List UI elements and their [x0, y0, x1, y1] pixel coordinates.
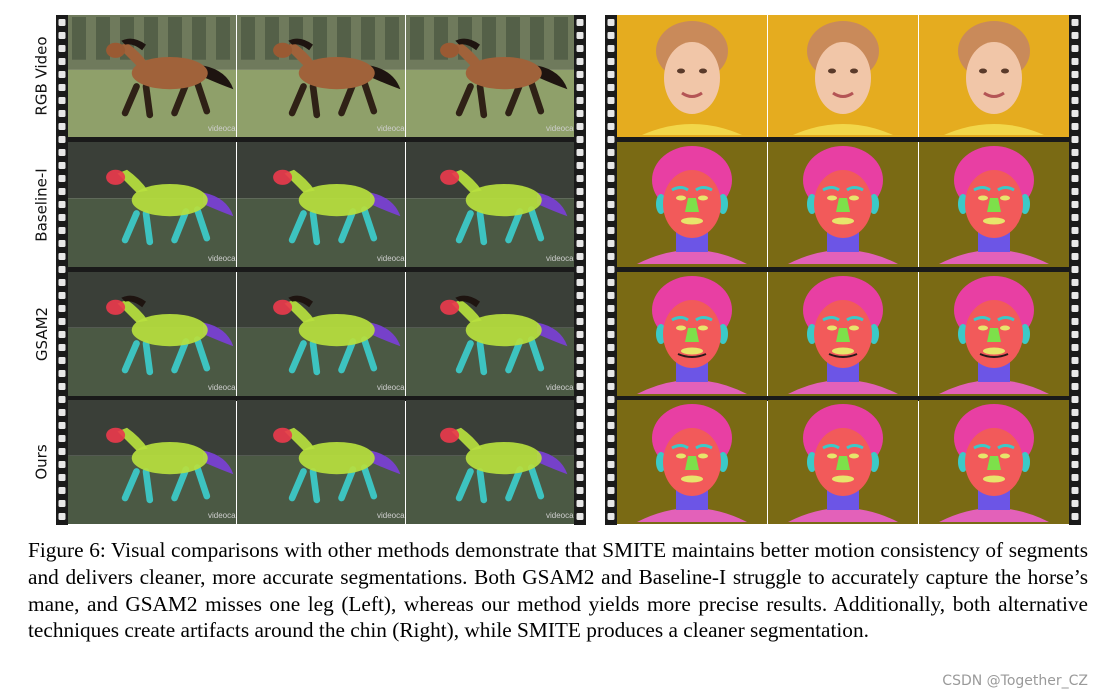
horse-frame: videoca	[68, 15, 236, 137]
row-label-ours: Ours	[33, 444, 52, 480]
horse-filmstrip: videoca videoca videoca videoca videoca video…	[56, 15, 586, 525]
frame-watermark: videoca	[377, 254, 405, 263]
horse-frame: videoca	[406, 15, 574, 137]
csdn-watermark: CSDN @Together_CZ	[942, 673, 1088, 689]
face-filmstrip	[605, 15, 1081, 525]
frame-watermark: videoca	[208, 254, 236, 263]
face-frame	[919, 400, 1069, 524]
row-label-baseline-i: Baseline-I	[33, 167, 51, 242]
row-label-rgb-video: RGB Video	[33, 36, 52, 116]
horse-frame: videoca	[406, 142, 574, 267]
face-frame	[617, 272, 767, 396]
frame-watermark: videoca	[546, 511, 574, 520]
horse-frame: videoca	[237, 15, 405, 137]
face-frame	[919, 272, 1069, 396]
face-frame	[617, 15, 767, 137]
horse-frame: videoca	[406, 400, 574, 524]
face-frame	[768, 142, 918, 267]
frame-watermark: videoca	[208, 124, 236, 133]
frame-watermark: videoca	[546, 383, 574, 392]
face-frame	[617, 400, 767, 524]
frame-watermark: videoca	[208, 511, 236, 520]
horse-frame: videoca	[237, 142, 405, 267]
horse-frame: videoca	[68, 400, 236, 524]
face-frame	[768, 272, 918, 396]
frame-watermark: videoca	[377, 383, 405, 392]
horse-frame: videoca	[68, 142, 236, 267]
face-frame	[919, 142, 1069, 267]
horse-frame: videoca	[406, 272, 574, 396]
face-frame	[768, 15, 918, 137]
horse-frame: videoca	[68, 272, 236, 396]
horse-frame: videoca	[237, 272, 405, 396]
face-frame	[617, 142, 767, 267]
frame-watermark: videoca	[546, 124, 574, 133]
face-frame	[919, 15, 1069, 137]
frame-watermark: videoca	[377, 511, 405, 520]
horse-frame: videoca	[237, 400, 405, 524]
face-frame	[768, 400, 918, 524]
figure-caption: Figure 6: Visual comparisons with other …	[28, 538, 1088, 643]
row-label-gsam2: GSAM2	[33, 306, 52, 362]
frame-watermark: videoca	[208, 383, 236, 392]
frame-watermark: videoca	[377, 124, 405, 133]
frame-watermark: videoca	[546, 254, 574, 263]
